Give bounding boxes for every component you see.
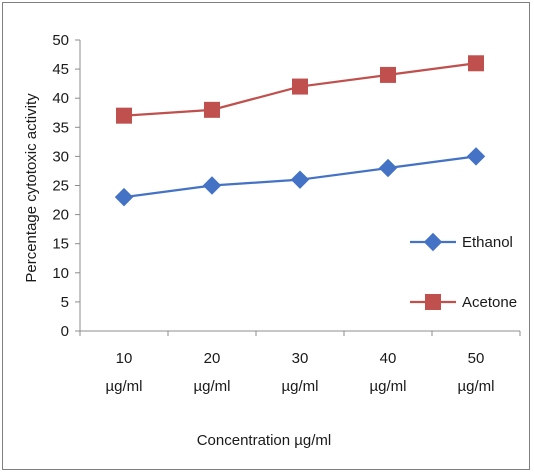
x-tick-label: 20 xyxy=(204,350,221,367)
legend-marker-ethanol xyxy=(423,232,443,252)
acetone-data-point xyxy=(292,78,308,95)
y-axis-title: Percentage cytotoxic activity xyxy=(23,93,40,283)
y-tick-label: 5 xyxy=(61,294,69,311)
series-group xyxy=(114,55,486,207)
x-tick-label: µg/ml xyxy=(282,378,319,395)
legend-marker-acetone xyxy=(425,294,441,310)
x-tick-label: 10 xyxy=(116,350,133,367)
ethanol-data-point xyxy=(290,170,310,189)
series-acetone xyxy=(116,55,484,124)
acetone-data-point xyxy=(468,55,484,72)
legend-label-acetone: Acetone xyxy=(462,294,517,311)
legend: Ethanol Acetone xyxy=(410,232,517,311)
chart-frame xyxy=(2,2,530,470)
y-tick-label: 0 xyxy=(61,323,69,340)
y-tick-label: 35 xyxy=(52,119,69,136)
legend-item-ethanol: Ethanol xyxy=(410,232,513,252)
legend-label-ethanol: Ethanol xyxy=(462,234,513,251)
acetone-data-point xyxy=(204,101,220,118)
ethanol-data-point xyxy=(378,158,398,178)
legend-item-acetone: Acetone xyxy=(410,294,517,311)
y-tick-label: 50 xyxy=(52,32,69,49)
acetone-data-point xyxy=(380,66,396,83)
y-tick-label: 20 xyxy=(52,207,69,224)
y-tick-label: 15 xyxy=(52,236,69,253)
x-tick-labels: 10 µg/ml 20 µg/ml 30 µg/ml 40 µg/ml 50 µg/ml xyxy=(79,331,521,395)
x-tick-label: µg/ml xyxy=(194,378,231,395)
y-tick-label: 45 xyxy=(52,61,69,78)
y-tick-labels: 0 5 10 15 20 25 30 35 40 45 50 xyxy=(52,32,80,340)
acetone-data-point xyxy=(116,107,132,124)
x-tick-label: µg/ml xyxy=(106,378,143,395)
y-tick-label: 40 xyxy=(52,90,69,107)
ethanol-data-point xyxy=(466,147,486,166)
ethanol-data-point xyxy=(114,187,134,207)
ethanol-data-point xyxy=(202,176,222,195)
x-tick-label: µg/ml xyxy=(370,378,407,395)
y-tick-label: 30 xyxy=(52,148,69,165)
x-tick-label: 40 xyxy=(380,350,397,367)
y-tick-label: 10 xyxy=(52,265,69,282)
x-tick-label: 30 xyxy=(292,350,309,367)
x-axis-title: Concentration µg/ml xyxy=(197,432,332,449)
y-tick-label: 25 xyxy=(52,178,69,195)
x-tick-label: µg/ml xyxy=(458,378,495,395)
x-tick-label: 50 xyxy=(468,350,485,367)
series-ethanol xyxy=(114,147,486,207)
